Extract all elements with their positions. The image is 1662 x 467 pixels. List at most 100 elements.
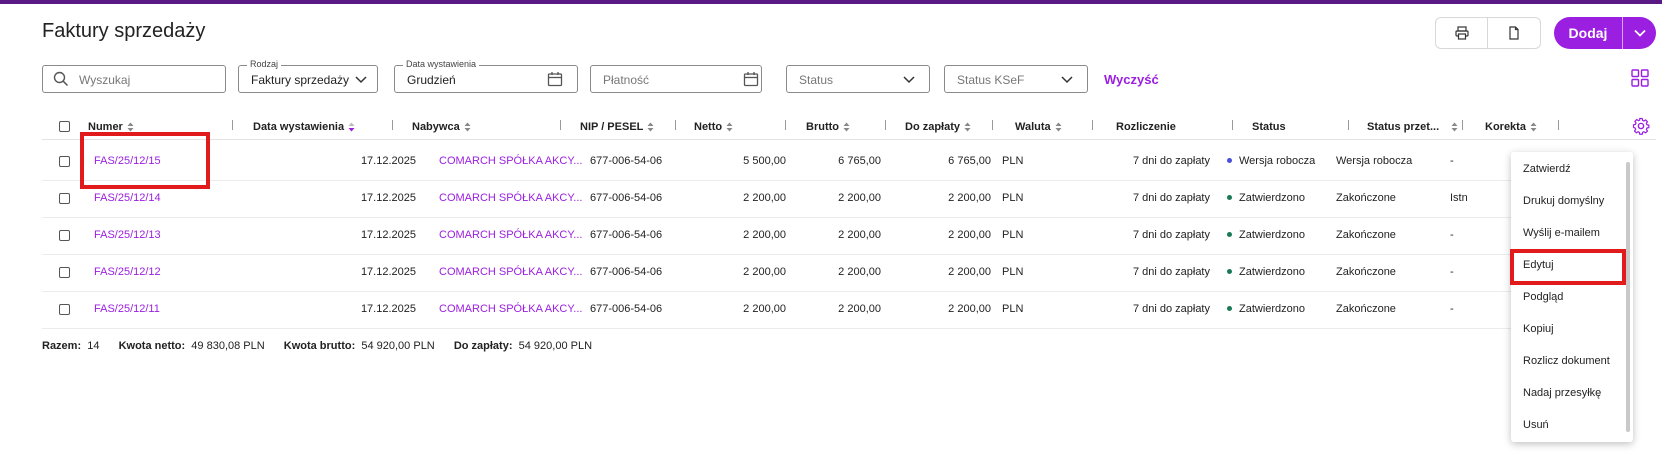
print-button[interactable] bbox=[1435, 17, 1488, 49]
table-row[interactable]: FAS/25/12/15 17.12.2025 COMARCH SPÓŁKA A… bbox=[42, 143, 1512, 181]
calendar-icon[interactable] bbox=[547, 71, 563, 87]
status-text: Zatwierdzono bbox=[1239, 266, 1306, 278]
column-header-nip[interactable]: NIP / PESEL bbox=[580, 121, 654, 133]
cell-brutto: 6 765,00 bbox=[838, 155, 881, 167]
invoice-number-link[interactable]: FAS/25/12/11 bbox=[94, 303, 160, 315]
grid-view-icon[interactable] bbox=[1631, 69, 1649, 87]
column-header-rozliczenie[interactable]: Rozliczenie bbox=[1116, 121, 1176, 133]
cell-date: 17.12.2025 bbox=[360, 229, 416, 241]
search-icon bbox=[53, 71, 69, 87]
search-field[interactable] bbox=[42, 65, 231, 93]
export-button[interactable] bbox=[1487, 17, 1541, 49]
invoice-number-link[interactable]: FAS/25/12/15 bbox=[94, 155, 161, 167]
column-resizer[interactable] bbox=[1558, 120, 1559, 130]
printer-icon bbox=[1454, 26, 1469, 40]
buyer-link[interactable]: COMARCH SPÓŁKA AKCY... bbox=[439, 266, 583, 278]
sort-icon bbox=[1530, 122, 1537, 132]
column-resizer[interactable] bbox=[1092, 120, 1093, 130]
gear-icon[interactable] bbox=[1632, 117, 1650, 135]
column-header-waluta[interactable]: Waluta bbox=[1015, 121, 1062, 133]
sort-icon bbox=[647, 122, 654, 132]
select-all-checkbox[interactable] bbox=[59, 121, 70, 132]
column-header-korekta[interactable]: Korekta bbox=[1485, 121, 1537, 133]
search-input[interactable] bbox=[77, 69, 231, 91]
column-resizer[interactable] bbox=[1348, 120, 1349, 130]
date-label: Data wystawienia bbox=[403, 59, 480, 69]
calendar-icon[interactable] bbox=[743, 71, 759, 87]
column-header-data[interactable]: Data wystawienia bbox=[253, 121, 355, 133]
menu-item-nadaj-przesylke[interactable]: Nadaj przesyłkę bbox=[1523, 387, 1602, 399]
buyer-link[interactable]: COMARCH SPÓŁKA AKCY... bbox=[439, 155, 583, 167]
column-resizer[interactable] bbox=[992, 120, 993, 130]
status-select[interactable]: Status bbox=[786, 65, 930, 93]
date-value: Grudzień bbox=[407, 73, 456, 87]
date-field[interactable]: Data wystawienia Grudzień bbox=[394, 59, 578, 93]
menu-item-edytuj[interactable]: Edytuj bbox=[1523, 259, 1554, 271]
column-header-status-przet[interactable]: Status przet... bbox=[1367, 121, 1458, 133]
menu-item-kopiuj[interactable]: Kopiuj bbox=[1523, 323, 1554, 335]
platnosc-field[interactable]: Płatność bbox=[590, 65, 762, 93]
cell-waluta: PLN bbox=[1002, 155, 1024, 167]
row-checkbox[interactable] bbox=[59, 193, 70, 204]
column-header-dozaplaty[interactable]: Do zapłaty bbox=[905, 121, 971, 133]
cell-dozaplaty: 2 200,00 bbox=[948, 266, 991, 278]
row-checkbox[interactable] bbox=[59, 267, 70, 278]
cell-waluta: PLN bbox=[1002, 303, 1024, 315]
sort-icon bbox=[127, 122, 134, 132]
cell-rozliczenie: 7 dni do zapłaty bbox=[1132, 155, 1210, 167]
cell-nip: 677-006-54-06 bbox=[590, 192, 663, 204]
buyer-link[interactable]: COMARCH SPÓŁKA AKCY... bbox=[439, 229, 583, 241]
cell-netto: 2 200,00 bbox=[743, 303, 786, 315]
add-button[interactable]: Dodaj bbox=[1554, 17, 1656, 49]
column-resizer[interactable] bbox=[392, 120, 393, 130]
menu-item-podglad[interactable]: Podgląd bbox=[1523, 291, 1564, 303]
cell-brutto: 2 200,00 bbox=[838, 229, 881, 241]
column-header-numer[interactable]: Numer bbox=[88, 121, 134, 133]
menu-item-zatwierdz[interactable]: Zatwierdź bbox=[1523, 163, 1571, 175]
table-row[interactable]: FAS/25/12/13 17.12.2025 COMARCH SPÓŁKA A… bbox=[42, 217, 1512, 255]
row-checkbox[interactable] bbox=[59, 156, 70, 167]
invoice-number-link[interactable]: FAS/25/12/13 bbox=[94, 229, 161, 241]
column-header-nabywca[interactable]: Nabywca bbox=[412, 121, 471, 133]
column-resizer[interactable] bbox=[885, 120, 886, 130]
clear-filters-link[interactable]: Wyczyść bbox=[1104, 72, 1159, 87]
status-text: Zatwierdzono bbox=[1239, 303, 1306, 315]
cell-korekta: - bbox=[1450, 303, 1454, 315]
row-checkbox[interactable] bbox=[59, 304, 70, 315]
menu-item-rozlicz[interactable]: Rozlicz dokument bbox=[1523, 355, 1610, 367]
column-resizer[interactable] bbox=[1232, 120, 1233, 130]
table-row[interactable]: FAS/25/12/12 17.12.2025 COMARCH SPÓŁKA A… bbox=[42, 254, 1512, 292]
column-resizer[interactable] bbox=[560, 120, 561, 130]
column-resizer[interactable] bbox=[785, 120, 786, 130]
table-row[interactable]: FAS/25/12/11 17.12.2025 COMARCH SPÓŁKA A… bbox=[42, 291, 1512, 329]
invoice-number-link[interactable]: FAS/25/12/12 bbox=[94, 266, 161, 278]
chevron-down-icon bbox=[1061, 76, 1073, 84]
column-header-netto[interactable]: Netto bbox=[694, 121, 733, 133]
menu-item-drukuj[interactable]: Drukuj domyślny bbox=[1523, 195, 1605, 207]
invoice-number-link[interactable]: FAS/25/12/14 bbox=[94, 192, 161, 204]
column-header-brutto[interactable]: Brutto bbox=[806, 121, 850, 133]
summary-netto-label: Kwota netto: bbox=[118, 340, 186, 352]
cell-netto: 2 200,00 bbox=[743, 229, 786, 241]
menu-item-wyslij-email[interactable]: Wyślij e-mailem bbox=[1523, 227, 1600, 239]
column-resizer[interactable] bbox=[1462, 120, 1463, 130]
column-header-label: Netto bbox=[694, 121, 723, 133]
add-dropdown-toggle[interactable] bbox=[1623, 29, 1656, 37]
menu-item-usun[interactable]: Usuń bbox=[1523, 419, 1549, 431]
buyer-link[interactable]: COMARCH SPÓŁKA AKCY... bbox=[439, 303, 583, 315]
status-text: Zatwierdzono bbox=[1239, 229, 1306, 241]
ksef-status-select[interactable]: Status KSeF bbox=[944, 65, 1088, 93]
row-checkbox[interactable] bbox=[59, 230, 70, 241]
column-resizer[interactable] bbox=[232, 120, 233, 130]
column-header-status[interactable]: Status bbox=[1252, 121, 1286, 133]
column-resizer[interactable] bbox=[675, 120, 676, 130]
cell-status-przet: Zakończone bbox=[1336, 229, 1396, 241]
menu-scrollbar[interactable] bbox=[1626, 162, 1630, 432]
cell-netto: 2 200,00 bbox=[743, 266, 786, 278]
buyer-link[interactable]: COMARCH SPÓŁKA AKCY... bbox=[439, 192, 583, 204]
add-button-label: Dodaj bbox=[1568, 25, 1608, 41]
rodzaj-select[interactable]: Rodzaj Faktury sprzedaży bbox=[238, 59, 378, 93]
table-row[interactable]: FAS/25/12/14 17.12.2025 COMARCH SPÓŁKA A… bbox=[42, 180, 1512, 218]
cell-status-przet: Zakończone bbox=[1336, 303, 1396, 315]
add-button-divider bbox=[1622, 17, 1623, 49]
